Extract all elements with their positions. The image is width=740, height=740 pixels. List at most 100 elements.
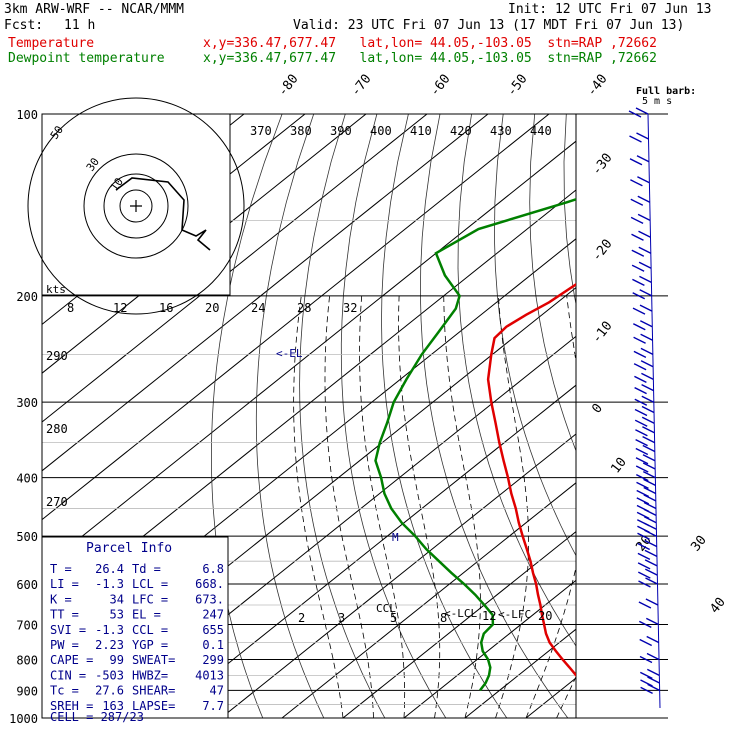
wind-barb	[638, 577, 658, 588]
temperature-legend: Temperature	[8, 36, 95, 51]
moist-adiabat-line	[525, 295, 576, 718]
parcel-label: CIN =	[50, 668, 86, 682]
wind-barb	[634, 383, 654, 395]
pressure-tick-label: 300	[16, 396, 38, 410]
pressure-tick-label: 600	[16, 578, 38, 592]
isotherm-label: -10	[589, 319, 615, 347]
moist-adiabat-line	[443, 295, 481, 718]
parcel-label: HWBZ=	[132, 668, 168, 682]
parcel-label: SVI =	[50, 623, 86, 637]
wind-barb	[632, 320, 653, 331]
theta-label: 270	[46, 495, 68, 509]
pressure-tick-label: 900	[16, 684, 38, 698]
forecast-label: Fcst:	[4, 18, 44, 33]
parcel-value: 163	[102, 699, 124, 713]
wind-barb	[631, 246, 652, 257]
parcel-value: 99	[110, 653, 124, 667]
wind-barb	[634, 372, 654, 384]
forecast-hours: 11 h	[64, 18, 96, 33]
dry-adiabat-line	[661, 114, 740, 718]
parcel-value: 247	[202, 608, 224, 622]
isotherm-line	[403, 579, 576, 718]
hodograph-ring-label: 30	[84, 155, 102, 173]
hodograph-center-mark	[130, 200, 142, 212]
parcel-value: 655	[202, 623, 224, 637]
wind-barb	[634, 405, 655, 417]
isotherm-label: -30	[589, 151, 615, 179]
barb-legend-title: Full barb:	[636, 86, 696, 97]
isotherm-line	[648, 114, 740, 718]
parcel-value: 53	[110, 608, 124, 622]
isotherm-line	[342, 530, 576, 718]
isotherm-line	[42, 114, 550, 521]
parcel-label: LCL =	[132, 577, 168, 591]
wind-barb	[629, 155, 650, 166]
theta-e-label: 370	[250, 124, 272, 138]
mixing-ratio-label: 20	[538, 609, 552, 623]
parcel-value: -503	[95, 668, 124, 682]
hodograph: 10 30 50 kts	[27, 97, 245, 315]
parcel-cell: CELL = 287/23	[50, 710, 144, 724]
hodograph-ring	[83, 153, 189, 259]
isotherm-line	[42, 114, 428, 423]
theta-e-label: 420	[450, 124, 472, 138]
theta-e-label: 440	[530, 124, 552, 138]
parcel-annotation: CCL	[376, 602, 396, 615]
wind-barb	[631, 261, 652, 272]
barb-legend-units: 5 m s	[642, 96, 672, 107]
parcel-value: -1.3	[95, 577, 124, 591]
parcel-label: SREH =	[50, 699, 93, 713]
wind-barb	[631, 230, 651, 241]
wind-barb	[632, 304, 653, 315]
hodograph-speed-label: 28	[297, 301, 311, 315]
theta-e-label: 430	[490, 124, 512, 138]
parcel-label: T =	[50, 562, 72, 576]
wind-barb	[637, 539, 658, 551]
wind-barb	[636, 508, 657, 520]
theta-label: 280	[46, 422, 68, 436]
parcel-info-title: Parcel Info	[86, 541, 172, 556]
parcel-info-frame	[41, 536, 229, 719]
parcel-label: CCL =	[132, 623, 168, 637]
wind-barb	[636, 486, 657, 498]
theta-e-label: 390	[330, 124, 352, 138]
parcel-label: LAPSE=	[132, 699, 175, 713]
barb-staff-line	[647, 113, 661, 709]
wind-barb	[634, 416, 655, 427]
theta-e-label: 380	[290, 124, 312, 138]
parcel-label: YGP =	[132, 638, 168, 652]
theta-e-label: 410	[410, 124, 432, 138]
wind-barb	[640, 676, 660, 687]
hodograph-speed-label: 8	[67, 301, 74, 315]
hodograph-units: kts	[46, 283, 66, 296]
parcel-value: 6.8	[202, 562, 224, 576]
parcel-annotation: <-EL	[276, 347, 303, 360]
valid-time: Valid: 23 UTC Fri 07 Jun 13 (17 MDT Fri …	[293, 18, 685, 33]
parcel-value: 299	[202, 653, 224, 667]
parcel-value: 27.6	[95, 684, 124, 698]
wind-barb	[635, 470, 656, 482]
wind-barb	[638, 617, 659, 629]
parcel-value: 34	[110, 592, 124, 606]
mixing-ratio-label: 5	[390, 611, 397, 625]
wind-barb	[637, 529, 657, 540]
temperature-trace	[486, 282, 576, 677]
wind-barb	[635, 426, 655, 437]
wind-barb	[628, 107, 649, 118]
isotherm-line	[42, 140, 576, 570]
dry-adiabat-line	[381, 114, 508, 718]
plot-border	[41, 113, 577, 719]
parcel-value: 0.1	[202, 638, 224, 652]
parcel-value: 26.4	[95, 562, 124, 576]
hodograph-speed-label: 24	[251, 301, 265, 315]
pressure-tick-label: 500	[16, 530, 38, 544]
wind-barb	[635, 435, 655, 447]
parcel-info-box: Parcel Info T = 26.4 Td = 6.8 LI = -1.3 LCL = 66…	[41, 536, 229, 724]
wind-barb	[639, 635, 660, 647]
hodograph-trace	[115, 177, 211, 251]
wind-barb	[637, 568, 658, 579]
wind-barb	[630, 213, 651, 225]
isotherm-label: -70	[348, 72, 374, 100]
dewpoint-trace	[374, 198, 576, 692]
isotherm-line	[464, 628, 576, 718]
